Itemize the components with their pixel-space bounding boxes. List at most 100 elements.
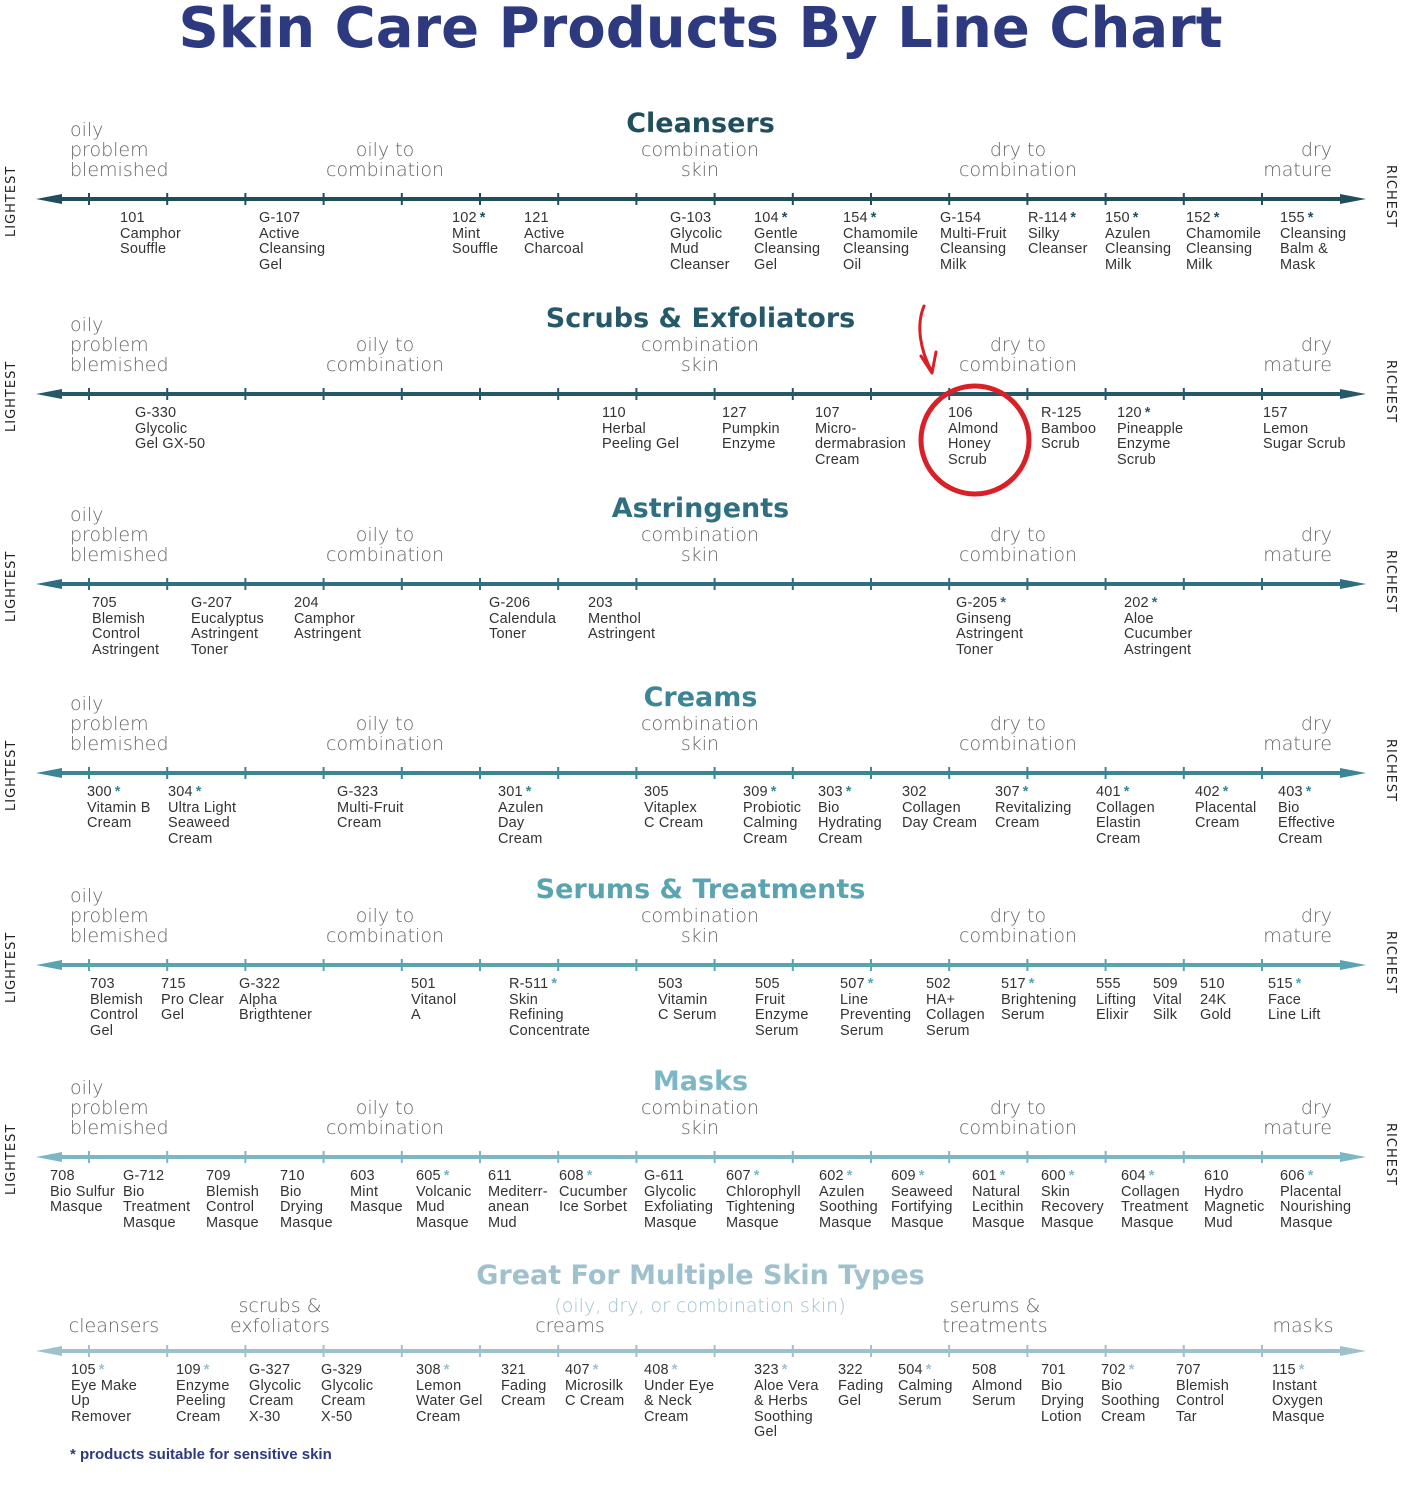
sensitive-skin-star: * [753,1168,760,1184]
product-code: 101 [120,210,145,226]
product-code: G-329 [321,1362,363,1378]
product-code-row: 401 * [1096,784,1155,801]
sensitive-skin-star: * [114,784,121,800]
product-code: 309 [743,784,768,800]
label-richest: RICHEST [1383,931,1398,995]
sensitive-skin-star: * [781,210,788,226]
product-code: R-125 [1041,405,1082,421]
product-name-line: Vitaplex [644,799,697,816]
product-name-line: Enzyme [1117,436,1171,453]
product-code-row: 309 * [743,784,801,801]
product-code: 105 [71,1362,96,1378]
product-name-line: Lemon [416,1377,462,1394]
product-510: 510 24K Gold [1200,976,1231,1024]
product-name-line: Calming [898,1377,953,1394]
product-code: 606 [1280,1168,1305,1184]
product-name-line: Bio [1101,1377,1123,1394]
product-name-line: Toner [191,641,229,658]
product-g-205: G-205 * Ginseng Astringent Toner [956,595,1023,658]
product-code-row: 600 * [1041,1168,1104,1185]
product-name-line: Mask [1280,256,1316,273]
product-name-line: Cream [815,451,860,468]
product-name-line: Astringent [1124,641,1192,658]
product-304: 304 * Ultra Light Seaweed Cream [168,784,236,847]
arrow-right-icon [1340,1346,1366,1356]
sensitive-skin-star: * [551,976,558,992]
product-name-line: Cleansing [1186,241,1253,258]
product-g-327: G-327 Glycolic Cream X-30 [249,1362,301,1425]
product-name-line: Cream [743,830,788,847]
product-name-line: Herbal [602,420,646,437]
product-code-row: 121 [524,210,584,227]
product-name-line: Azulen [1105,225,1151,242]
label-dry-to-combination-line: dry to [989,524,1047,546]
product-name-line: Bio [1278,799,1300,816]
label-oily-problem: oily problem blemished [70,694,169,754]
product-name-line: Peeling [176,1393,226,1410]
product-code: 604 [1121,1168,1146,1184]
product-code-row: G-103 [670,210,730,227]
product-307: 307 * Revitalizing Cream [995,784,1072,832]
label-lightest: LIGHTEST [4,1123,19,1195]
product-name-line: Charcoal [524,241,584,258]
product-code-row: 508 [972,1362,1022,1379]
label-dry-to-combination-line: combination [959,1117,1077,1139]
product-code: 323 [754,1362,779,1378]
product-code-row: 202 * [1124,595,1193,612]
product-104: 104 * Gentle Cleansing Gel [754,210,820,273]
product-name-line: Pumpkin [722,420,780,437]
product-701: 701 Bio Drying Lotion [1041,1362,1084,1425]
product-name-line: HA+ [926,991,956,1008]
label-combination-skin-line: skin [680,1117,720,1139]
product-code: 115 [1272,1362,1296,1378]
product-code: 504 [898,1362,923,1378]
product-g-206: G-206 Calendula Toner [489,595,556,643]
label-oily-problem-line: problem [70,334,149,356]
product-g-330: G-330 Glycolic Gel GX-50 [135,405,205,453]
product-code: 601 [972,1168,997,1184]
product-106: 106 Almond Honey Scrub [948,405,998,468]
product-code-row: 302 [902,784,977,801]
sensitive-skin-star: * [925,1362,932,1378]
product-name-line: Cream [416,1408,461,1425]
product-name-line: Gel [161,1007,185,1024]
label-creams-line: creams [535,1315,605,1337]
label-combination-skin: combination skin [641,335,759,375]
product-150: 150 * Azulen Cleansing Milk [1105,210,1171,273]
arrow-left-icon [36,960,62,970]
product-name-line: Instant [1272,1377,1317,1394]
product-name-line: Cream [498,830,543,847]
product-name-line: Serum [898,1393,942,1410]
product-name-line: Cleansing [940,241,1007,258]
label-dry-mature-line: mature [1263,354,1332,376]
product-name-line: Collagen [1121,1183,1180,1200]
product-code-row: 504 * [898,1362,953,1379]
product-name-line: Lecithin [972,1199,1024,1216]
product-code-row: G-207 [191,595,264,612]
label-oily-problem-line: blemished [70,1117,169,1139]
product-name-line: Glycolic [670,225,723,242]
product-name-line: Eucalyptus [191,610,264,627]
product-name-line: Astringent [294,626,362,643]
label-serums-treatments-line: serums & [949,1295,1041,1317]
product-710: 710 Bio Drying Masque [280,1168,333,1231]
product-name-line: Serum [840,1022,884,1039]
arrow-left-icon [36,768,62,778]
sensitive-skin-star: * [1144,405,1151,421]
product-code-row: 408 * [644,1362,714,1379]
product-504: 504 * Calming Serum [898,1362,953,1410]
product-code: 508 [972,1362,997,1378]
label-lightest: LIGHTEST [4,739,19,811]
product-code-row: 110 [602,405,679,422]
product-605: 605 * Volcanic Mud Masque [416,1168,472,1231]
label-dry-to-combination-line: combination [959,925,1077,947]
product-name-line: Active [524,225,565,242]
arrow-left-icon [36,389,62,399]
product-name-line: Pineapple [1117,420,1184,437]
product-code: 607 [726,1168,751,1184]
product-name-line: Placental [1195,799,1257,816]
product-name-line: Day [498,815,525,832]
product-name-line: Serum [1001,1007,1045,1024]
product-name-line: Silky [1028,225,1060,242]
product-name-line: Masque [280,1214,333,1231]
